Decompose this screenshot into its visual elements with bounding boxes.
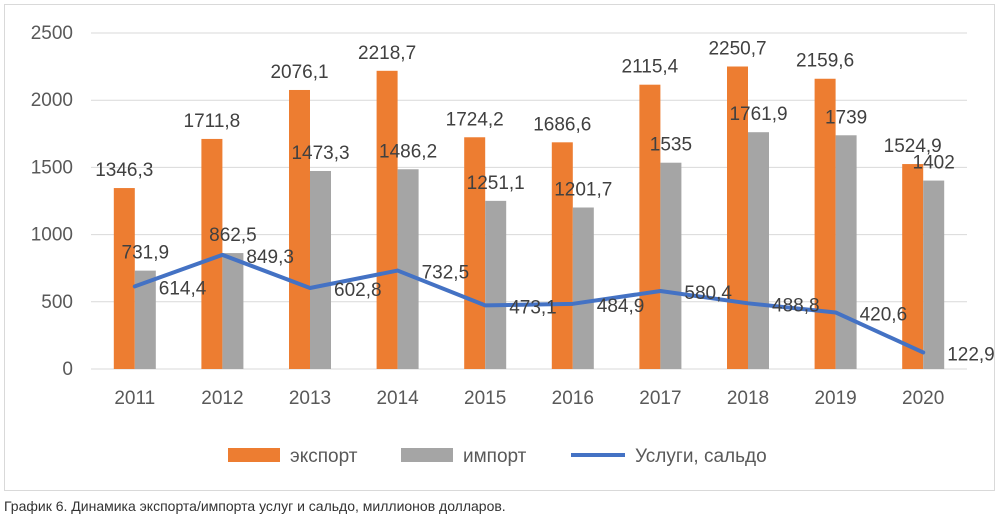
data-label-import: 862,5 — [209, 225, 257, 246]
figure-caption: График 6. Динамика экспорта/импорта услу… — [4, 498, 506, 514]
x-tick-label: 2020 — [902, 388, 944, 409]
data-label-export: 2159,6 — [796, 51, 854, 72]
data-label-saldo: 849,3 — [246, 247, 294, 268]
data-label-export: 2115,4 — [622, 57, 679, 78]
data-label-saldo: 420,6 — [860, 304, 908, 325]
data-label-saldo: 484,9 — [597, 296, 645, 317]
x-axis-ticks: 2011 2012 2013 2014 2015 2016 2017 2018 2019 2020 — [114, 388, 944, 409]
chart-frame: 0 500 1000 1500 2000 2500 1346,3 1711,8 2076,1 2… — [4, 4, 995, 491]
data-label-export: 2250,7 — [708, 39, 766, 60]
y-tick-label: 2500 — [31, 23, 73, 44]
bar-import — [134, 270, 156, 369]
bar-export — [727, 66, 748, 369]
bar-import — [397, 169, 419, 369]
data-label-saldo: 602,8 — [334, 280, 382, 301]
saldo-line — [132, 252, 926, 355]
bar-export — [551, 142, 573, 369]
bar-import — [748, 132, 769, 369]
bar-import — [572, 207, 594, 369]
bar-import — [835, 135, 857, 369]
legend: экспорт импорт Услуги, сальдо — [228, 446, 767, 467]
x-tick-label: 2019 — [814, 388, 856, 409]
data-label-export: 1724,2 — [446, 109, 504, 130]
bars — [113, 66, 945, 370]
y-tick-label: 2000 — [31, 90, 73, 111]
data-label-saldo: 122,9 — [947, 344, 995, 365]
data-label-saldo: 614,4 — [159, 278, 207, 299]
data-label-saldo: 580,4 — [684, 283, 732, 304]
data-label-import: 1251,1 — [467, 173, 525, 194]
data-label-import: 1739 — [825, 107, 867, 128]
bar-export — [113, 188, 135, 369]
bar-export — [376, 70, 398, 370]
bar-import — [222, 253, 244, 369]
data-label-export: 1346,3 — [95, 160, 153, 181]
bar-export — [639, 84, 661, 369]
x-tick-label: 2016 — [552, 388, 594, 409]
data-label-import: 1486,2 — [379, 141, 437, 162]
data-label-export: 1711,8 — [184, 111, 241, 132]
y-tick-label: 500 — [41, 292, 73, 313]
bar-import — [660, 162, 682, 369]
y-tick-label: 1500 — [31, 157, 73, 178]
bar-export — [289, 89, 310, 369]
bar-export — [464, 137, 486, 369]
data-label-import: 1201,7 — [554, 179, 612, 200]
data-label-saldo: 488,8 — [772, 295, 820, 316]
legend-label: Услуги, сальдо — [635, 446, 767, 467]
y-tick-label: 1000 — [31, 225, 73, 246]
y-axis-ticks: 0 500 1000 1500 2000 2500 — [31, 23, 73, 380]
saldo-line-path — [132, 252, 926, 355]
bar-export — [814, 78, 836, 370]
data-label-export: 2076,1 — [270, 62, 328, 83]
data-label-import: 731,9 — [122, 243, 170, 264]
data-labels: 1346,3 1711,8 2076,1 2218,7 1724,2 1686,6 2115… — [95, 39, 995, 366]
x-tick-label: 2014 — [376, 388, 419, 409]
data-label-import: 1535 — [650, 135, 692, 156]
bar-import — [485, 200, 507, 369]
data-label-import: 1402 — [913, 153, 955, 174]
y-tick-label: 0 — [62, 359, 73, 380]
x-tick-label: 2013 — [289, 388, 331, 409]
chart: 0 500 1000 1500 2000 2500 1346,3 1711,8 2076,1 2… — [31, 23, 995, 467]
bar-export — [902, 164, 924, 369]
legend-swatch — [401, 448, 453, 462]
x-tick-label: 2017 — [639, 388, 681, 409]
data-label-import: 1473,3 — [291, 143, 349, 164]
bar-import — [310, 170, 331, 369]
legend-label: импорт — [463, 446, 527, 467]
data-label-saldo: 473,1 — [509, 297, 557, 318]
legend-label: экспорт — [290, 446, 358, 467]
x-tick-label: 2012 — [201, 388, 243, 409]
data-label-export: 1524,9 — [884, 136, 942, 157]
data-label-export: 2218,7 — [358, 43, 416, 64]
legend-swatch — [228, 448, 280, 462]
bar-export — [201, 138, 223, 369]
x-tick-label: 2015 — [464, 388, 506, 409]
data-label-import: 1761,9 — [729, 104, 787, 125]
x-tick-label: 2018 — [727, 388, 769, 409]
data-label-saldo: 732,5 — [422, 263, 470, 284]
x-tick-label: 2011 — [114, 388, 155, 409]
data-label-export: 1686,6 — [533, 114, 591, 135]
bar-import — [923, 180, 945, 369]
